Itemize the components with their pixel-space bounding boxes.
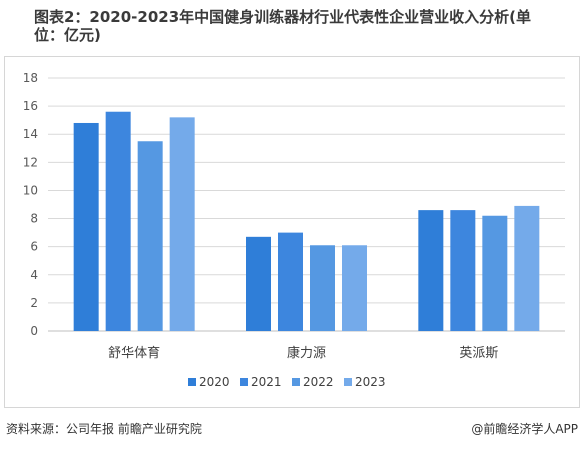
bar xyxy=(278,232,303,331)
legend-label: 2022 xyxy=(303,375,334,389)
chart-frame xyxy=(4,56,580,408)
bar xyxy=(418,210,444,331)
y-tick-label: 18 xyxy=(23,71,38,85)
bar xyxy=(482,215,508,331)
y-tick-label: 2 xyxy=(30,296,38,310)
category-label: 英派斯 xyxy=(459,346,498,361)
y-tick-label: 16 xyxy=(23,99,38,113)
legend: 2020 2021 2022 2023 xyxy=(188,375,386,389)
gridlines xyxy=(48,77,565,332)
legend-swatch xyxy=(240,378,248,386)
y-tick-label: 12 xyxy=(23,155,38,169)
bar xyxy=(450,210,476,331)
chart-title: 图表2：2020-2023年中国健身训练器材行业代表性企业营业收入分析(单位：亿… xyxy=(34,8,532,44)
category-label: 康力源 xyxy=(287,345,326,361)
legend-swatch xyxy=(292,378,300,386)
y-tick-label: 0 xyxy=(30,324,38,338)
bar xyxy=(105,111,131,331)
y-tick-label: 4 xyxy=(30,268,38,282)
y-axis-ticks: 0 2 4 6 8 10 12 14 16 18 xyxy=(23,71,38,338)
bars xyxy=(73,111,540,331)
y-tick-label: 10 xyxy=(23,183,38,197)
legend-swatch xyxy=(188,378,196,386)
bar xyxy=(246,236,271,331)
category-label: 舒华体育 xyxy=(108,345,160,361)
y-tick-label: 14 xyxy=(23,127,38,141)
bar xyxy=(342,245,367,331)
category-labels: 舒华体育 康力源 英派斯 xyxy=(108,345,498,361)
bar xyxy=(169,117,195,331)
credit-note: @前瞻经济学人APP xyxy=(471,422,578,436)
legend-label: 2021 xyxy=(251,375,282,389)
y-tick-label: 6 xyxy=(30,240,38,254)
source-note: 资料来源：公司年报 前瞻产业研究院 xyxy=(6,422,202,436)
legend-label: 2023 xyxy=(355,375,386,389)
bar xyxy=(73,122,99,331)
bar xyxy=(310,245,335,331)
y-tick-label: 8 xyxy=(30,212,38,226)
bar xyxy=(137,141,163,331)
bar xyxy=(514,205,540,331)
legend-swatch xyxy=(344,378,352,386)
legend-label: 2020 xyxy=(199,375,230,389)
